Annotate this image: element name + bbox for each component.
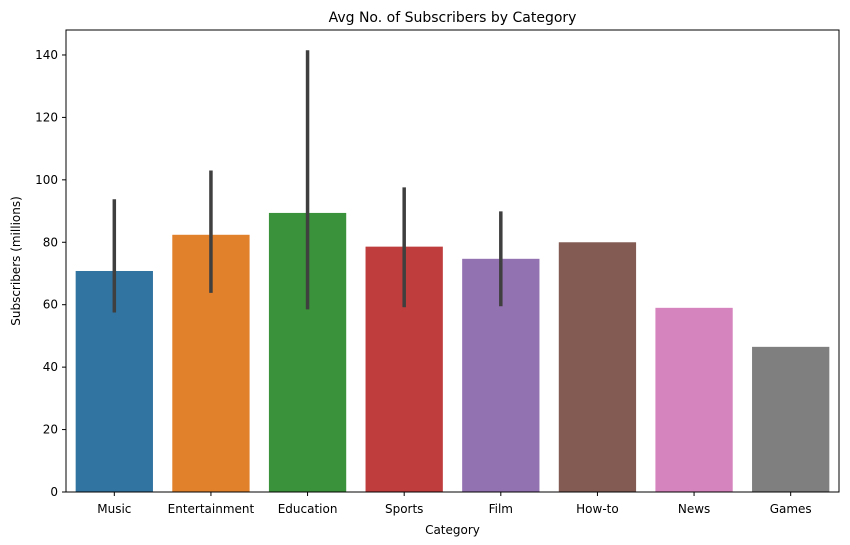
bars-group [75, 212, 830, 492]
y-tick-label: 20 [43, 423, 58, 437]
bar-how-to [558, 242, 637, 492]
bar-games [752, 346, 830, 492]
x-axis-label: Category [425, 523, 480, 537]
chart-title: Avg No. of Subscribers by Category [329, 10, 577, 26]
x-tick-label: Games [770, 502, 812, 516]
x-tick-label: Sports [385, 502, 423, 516]
y-tick-label: 100 [35, 173, 58, 187]
y-tick-label: 0 [50, 485, 58, 499]
y-tick-label: 40 [43, 360, 58, 374]
x-tick-label: News [678, 502, 710, 516]
y-tick-label: 140 [35, 48, 58, 62]
plot-frame [65, 29, 840, 493]
bar-news [655, 307, 733, 492]
x-tick-label: How-to [576, 502, 619, 516]
x-tick-label: Music [97, 502, 131, 516]
x-tick-label: Film [489, 502, 513, 516]
x-axis: Music Entertainment Education Sports Film How… [97, 492, 812, 516]
error-bars-group [112, 50, 503, 313]
y-tick-label: 60 [43, 298, 58, 312]
x-tick-label: Education [278, 502, 338, 516]
y-axis: 0 20 40 60 80 100 120 140 [35, 48, 66, 499]
x-tick-label: Entertainment [168, 502, 255, 516]
y-tick-label: 120 [35, 110, 58, 124]
y-tick-label: 80 [43, 235, 58, 249]
y-axis-label: Subscribers (millions) [9, 196, 23, 326]
